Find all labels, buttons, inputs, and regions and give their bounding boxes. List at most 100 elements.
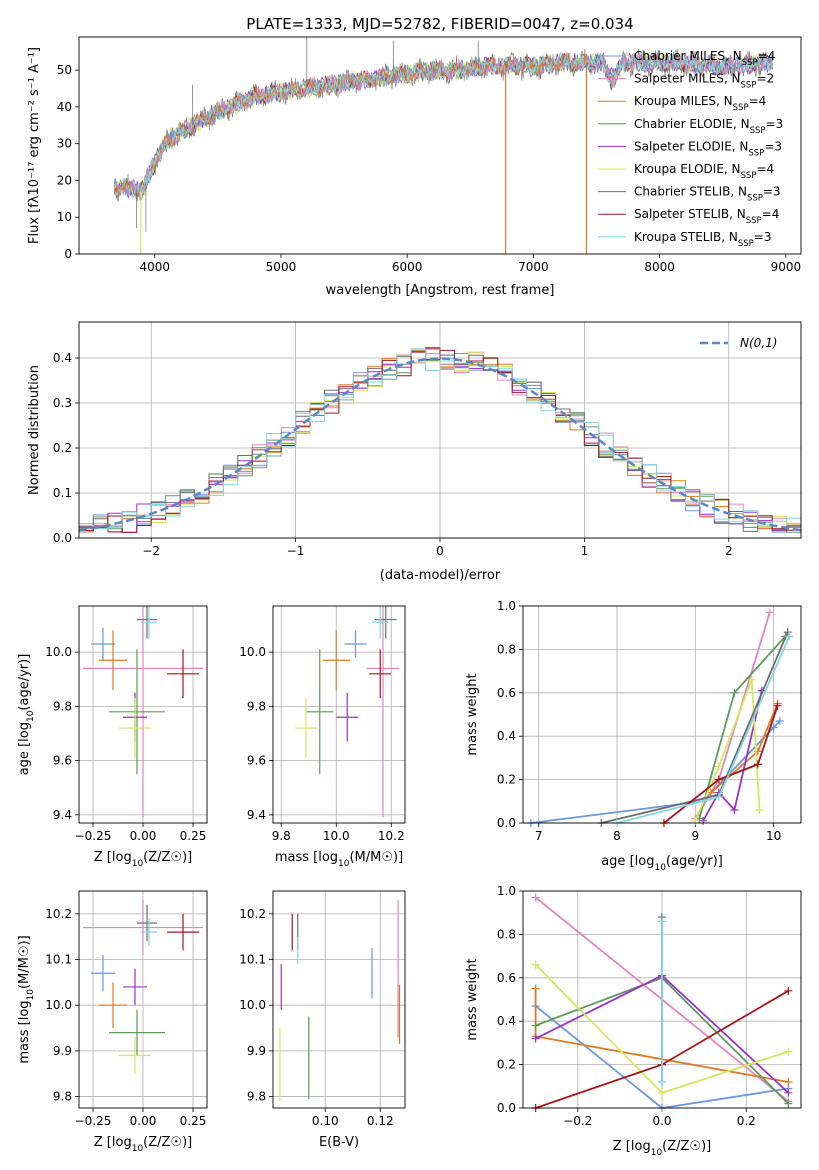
x-tick-label: 6000 bbox=[392, 260, 423, 274]
x-tick-label: 7 bbox=[535, 829, 543, 843]
z_age-xlabel: Z [log10(Z/Z☉)] bbox=[94, 850, 192, 869]
weight-marker bbox=[747, 675, 756, 684]
legend-label: Salpeter ELODIE, NSSP=3 bbox=[634, 139, 782, 158]
weight-marker bbox=[783, 628, 792, 637]
y-tick-label: 10.2 bbox=[45, 907, 72, 921]
weight-marker bbox=[691, 816, 700, 825]
weight-marker bbox=[730, 688, 739, 697]
y-tick-label: 0.6 bbox=[497, 971, 516, 985]
legend-label: Kroupa MILES, NSSP=4 bbox=[634, 94, 766, 113]
weight-marker bbox=[775, 717, 784, 726]
y-tick-label: 9.6 bbox=[53, 754, 72, 768]
weight-line bbox=[702, 690, 763, 822]
y-tick-label: 0 bbox=[64, 247, 72, 261]
weight-marker bbox=[531, 1034, 540, 1043]
y-tick-label: 9.4 bbox=[53, 808, 72, 822]
age_weight-series bbox=[526, 608, 794, 827]
weight-marker bbox=[784, 1047, 793, 1056]
mass_age-frame bbox=[272, 605, 406, 824]
age_weight-frame bbox=[522, 605, 802, 824]
y-tick-label: 0.4 bbox=[53, 351, 72, 365]
y-tick-label: 10.1 bbox=[239, 953, 266, 967]
y-tick-label: 30 bbox=[57, 137, 72, 151]
x-tick-label: 8000 bbox=[644, 260, 675, 274]
y-tick-label: 10 bbox=[57, 210, 72, 224]
legend-label: Salpeter STELIB, NSSP=4 bbox=[634, 207, 779, 226]
x-tick-label: −2 bbox=[142, 544, 160, 558]
x-tick-label: 8 bbox=[613, 829, 621, 843]
mass_age-points bbox=[295, 606, 400, 818]
weight-marker bbox=[753, 760, 762, 769]
y-tick-label: 0.2 bbox=[497, 1058, 516, 1072]
x-tick-label: 9000 bbox=[771, 260, 802, 274]
age_weight-ylabel: mass weight bbox=[465, 673, 480, 755]
hist-xlabel: (data-model)/error bbox=[380, 568, 501, 583]
weight-marker bbox=[714, 792, 723, 801]
hist-series bbox=[78, 347, 802, 533]
y-tick-label: 50 bbox=[57, 63, 72, 77]
y-tick-label: 9.8 bbox=[53, 699, 72, 713]
x-tick-label: 1 bbox=[581, 544, 589, 558]
x-tick-label: −1 bbox=[287, 544, 305, 558]
spectrum-legend: Chabrier MILES, NSSP=4 Salpeter MILES, NS… bbox=[598, 49, 783, 249]
weight-marker bbox=[658, 1088, 666, 1097]
weight-marker bbox=[784, 1099, 793, 1108]
x-tick-label: 0.0 bbox=[652, 1114, 671, 1128]
weight-marker bbox=[699, 816, 708, 825]
y-tick-label: 9.4 bbox=[247, 808, 266, 822]
spectrum-lines bbox=[113, 37, 774, 254]
hist-frame bbox=[78, 321, 802, 539]
weight-marker bbox=[784, 986, 793, 995]
y-tick-label: 10.0 bbox=[45, 998, 72, 1012]
y-tick-label: 10.0 bbox=[45, 645, 72, 659]
weight-marker bbox=[784, 1088, 793, 1097]
z_age-axes: −0.25 0.00 0.25 9.4 9.6 9.8 10.0 bbox=[45, 606, 207, 843]
y-tick-label: 0.4 bbox=[497, 1014, 516, 1028]
x-tick-label: 9.8 bbox=[272, 829, 291, 843]
spectrum-ylabel: Flux [fλ10⁻¹⁷ erg cm⁻² s⁻¹ A⁻¹] bbox=[27, 47, 42, 244]
x-tick-label: 5000 bbox=[266, 260, 297, 274]
weight-line bbox=[530, 720, 781, 824]
weight-marker bbox=[765, 608, 774, 617]
y-tick-label: 0.2 bbox=[497, 773, 516, 787]
x-tick-label: −0.25 bbox=[75, 1114, 112, 1128]
weight-line bbox=[663, 705, 779, 824]
y-tick-label: 1.0 bbox=[497, 599, 516, 613]
legend-label: Salpeter MILES, NSSP=2 bbox=[634, 72, 774, 91]
y-tick-label: 9.9 bbox=[53, 1044, 72, 1058]
x-tick-label: 0.00 bbox=[130, 1114, 157, 1128]
y-tick-label: 0.3 bbox=[53, 396, 72, 410]
weight-line bbox=[601, 631, 789, 824]
z_mass-xlabel: Z [log10(Z/Z☉)] bbox=[94, 1135, 192, 1154]
y-tick-label: 10.1 bbox=[45, 953, 72, 967]
weight-marker bbox=[755, 805, 764, 814]
x-tick-label: 0.2 bbox=[737, 1114, 756, 1128]
legend-label: Chabrier MILES, NSSP=4 bbox=[634, 49, 775, 68]
z_age-frame bbox=[78, 605, 208, 824]
legend-label: Kroupa ELODIE, NSSP=4 bbox=[634, 162, 774, 181]
spectrum-series bbox=[114, 51, 773, 199]
y-tick-label: 0.8 bbox=[497, 642, 516, 656]
y-tick-label: 10.2 bbox=[239, 907, 266, 921]
z_mass-ylabel: mass [log10(M/M☉)] bbox=[17, 935, 36, 1063]
age_weight-xlabel: age [log10(age/yr)] bbox=[601, 854, 723, 873]
x-tick-label: 10.0 bbox=[323, 829, 350, 843]
legend-label: Chabrier STELIB, NSSP=3 bbox=[634, 185, 781, 204]
weight-marker bbox=[714, 775, 723, 784]
x-tick-label: 0.25 bbox=[180, 829, 207, 843]
y-tick-label: 40 bbox=[57, 100, 72, 114]
y-tick-label: 20 bbox=[57, 173, 72, 187]
ebv_mass-frame bbox=[272, 890, 406, 1109]
y-tick-label: 9.9 bbox=[247, 1044, 266, 1058]
weight-marker bbox=[773, 701, 782, 710]
weight-line bbox=[694, 679, 761, 822]
y-tick-label: 0.0 bbox=[497, 816, 516, 830]
y-tick-label: 0.8 bbox=[497, 927, 516, 941]
z_age-ylabel: age [log10(age/yr)] bbox=[17, 654, 36, 776]
weight-marker bbox=[784, 1077, 793, 1086]
y-tick-label: 0.0 bbox=[497, 1101, 516, 1115]
ebv_mass-axes: 0.10 0.12 9.8 9.9 10.0 10.1 10.2 bbox=[239, 891, 405, 1128]
z_weight-xlabel: Z [log10(Z/Z☉)] bbox=[613, 1139, 711, 1158]
x-tick-label: 0.25 bbox=[180, 1114, 207, 1128]
